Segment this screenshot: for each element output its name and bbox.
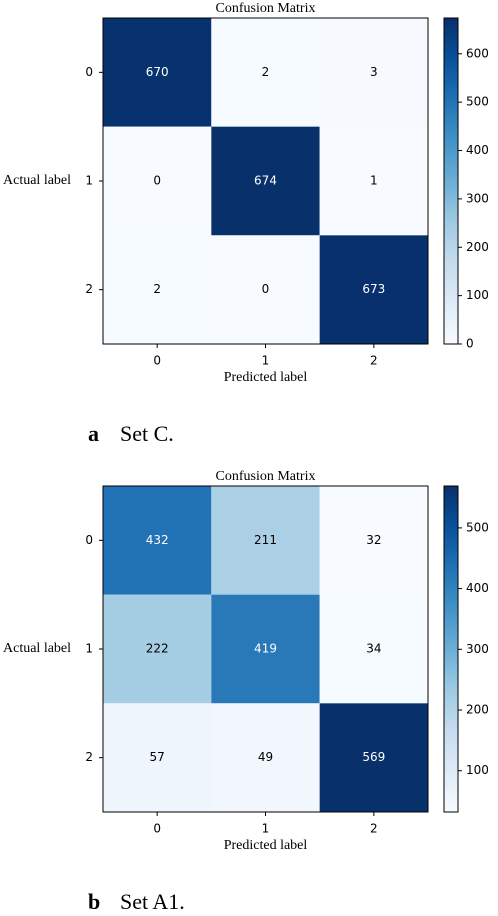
colorbar-tick-label: 100	[466, 288, 489, 302]
x-tick-label: 2	[370, 822, 378, 836]
cell-value-label: 222	[146, 642, 169, 656]
colorbar-tick-label: 400	[466, 143, 489, 157]
colorbar-tick-label: 400	[466, 581, 489, 595]
cell-value-label: 2	[262, 65, 270, 79]
cell-value-label: 34	[366, 642, 381, 656]
heatmap-cell	[211, 594, 320, 704]
cell-value-label: 2	[153, 282, 161, 296]
heatmap-cell	[103, 486, 212, 595]
cell-value-label: 419	[254, 642, 277, 656]
x-tick-label: 0	[153, 822, 161, 836]
colorbar-tick-label: 300	[466, 191, 489, 205]
heatmap-cell	[211, 18, 320, 127]
x-tick-label: 2	[370, 354, 378, 368]
heatmap-cell	[103, 235, 212, 344]
cell-value-label: 674	[254, 174, 277, 188]
heatmap-cell	[319, 594, 428, 704]
cell-value-label: 0	[262, 282, 270, 296]
x-tick-label: 1	[262, 354, 270, 368]
heatmap-cell	[211, 235, 320, 344]
caption: Set A1.	[120, 889, 185, 912]
y-tick-label: 2	[85, 750, 93, 764]
colorbar-tick-label: 200	[466, 240, 489, 254]
colorbar	[443, 17, 459, 345]
cell-value-label: 432	[146, 533, 169, 547]
y-tick-label: 0	[85, 533, 93, 547]
cell-value-label: 670	[146, 65, 169, 79]
y-axis-label: Actual label	[3, 641, 71, 656]
heatmap-cell	[319, 703, 428, 812]
colorbar-tick-label: 500	[466, 95, 489, 109]
cell-value-label: 569	[362, 750, 385, 764]
heatmap-cell	[211, 486, 320, 595]
y-tick-label: 0	[85, 65, 93, 79]
cell-value-label: 0	[153, 174, 161, 188]
heatmap-cell	[211, 703, 320, 812]
heatmap-cell	[319, 126, 428, 236]
chart-title: Confusion Matrix	[216, 469, 316, 484]
heatmap-cell	[319, 486, 428, 595]
cell-value-label: 673	[362, 282, 385, 296]
panel-label: a	[88, 421, 99, 446]
cell-value-label: 32	[366, 533, 381, 547]
caption: Set C.	[120, 421, 174, 446]
colorbar-tick-label: 300	[466, 642, 489, 656]
y-axis-label: Actual label	[3, 173, 71, 188]
x-axis-label: Predicted label	[224, 370, 308, 385]
panel-label: b	[88, 889, 100, 912]
cell-value-label: 3	[370, 65, 378, 79]
y-tick-label: 2	[85, 282, 93, 296]
heatmap-cell	[103, 594, 212, 704]
y-tick-label: 1	[85, 642, 93, 656]
colorbar-tick-label: 500	[466, 520, 489, 534]
x-axis-label: Predicted label	[224, 838, 308, 853]
x-tick-label: 1	[262, 822, 270, 836]
cell-value-label: 211	[254, 533, 277, 547]
cell-value-label: 49	[258, 750, 273, 764]
x-tick-label: 0	[153, 354, 161, 368]
chart-title: Confusion Matrix	[216, 1, 316, 16]
heatmap-cell	[103, 18, 212, 127]
colorbar-tick-label: 100	[466, 763, 489, 777]
heatmap-cell	[103, 126, 212, 236]
heatmap-cell	[103, 703, 212, 812]
colorbar-tick-label: 200	[466, 703, 489, 717]
cell-value-label: 57	[150, 750, 165, 764]
heatmap-cell	[211, 126, 320, 236]
colorbar-tick-label: 600	[466, 46, 489, 60]
y-tick-label: 1	[85, 174, 93, 188]
colorbar-tick-label: 0	[466, 337, 474, 351]
cell-value-label: 1	[370, 174, 378, 188]
heatmap-cell	[319, 235, 428, 344]
heatmap-cell	[319, 18, 428, 127]
colorbar	[443, 485, 459, 813]
